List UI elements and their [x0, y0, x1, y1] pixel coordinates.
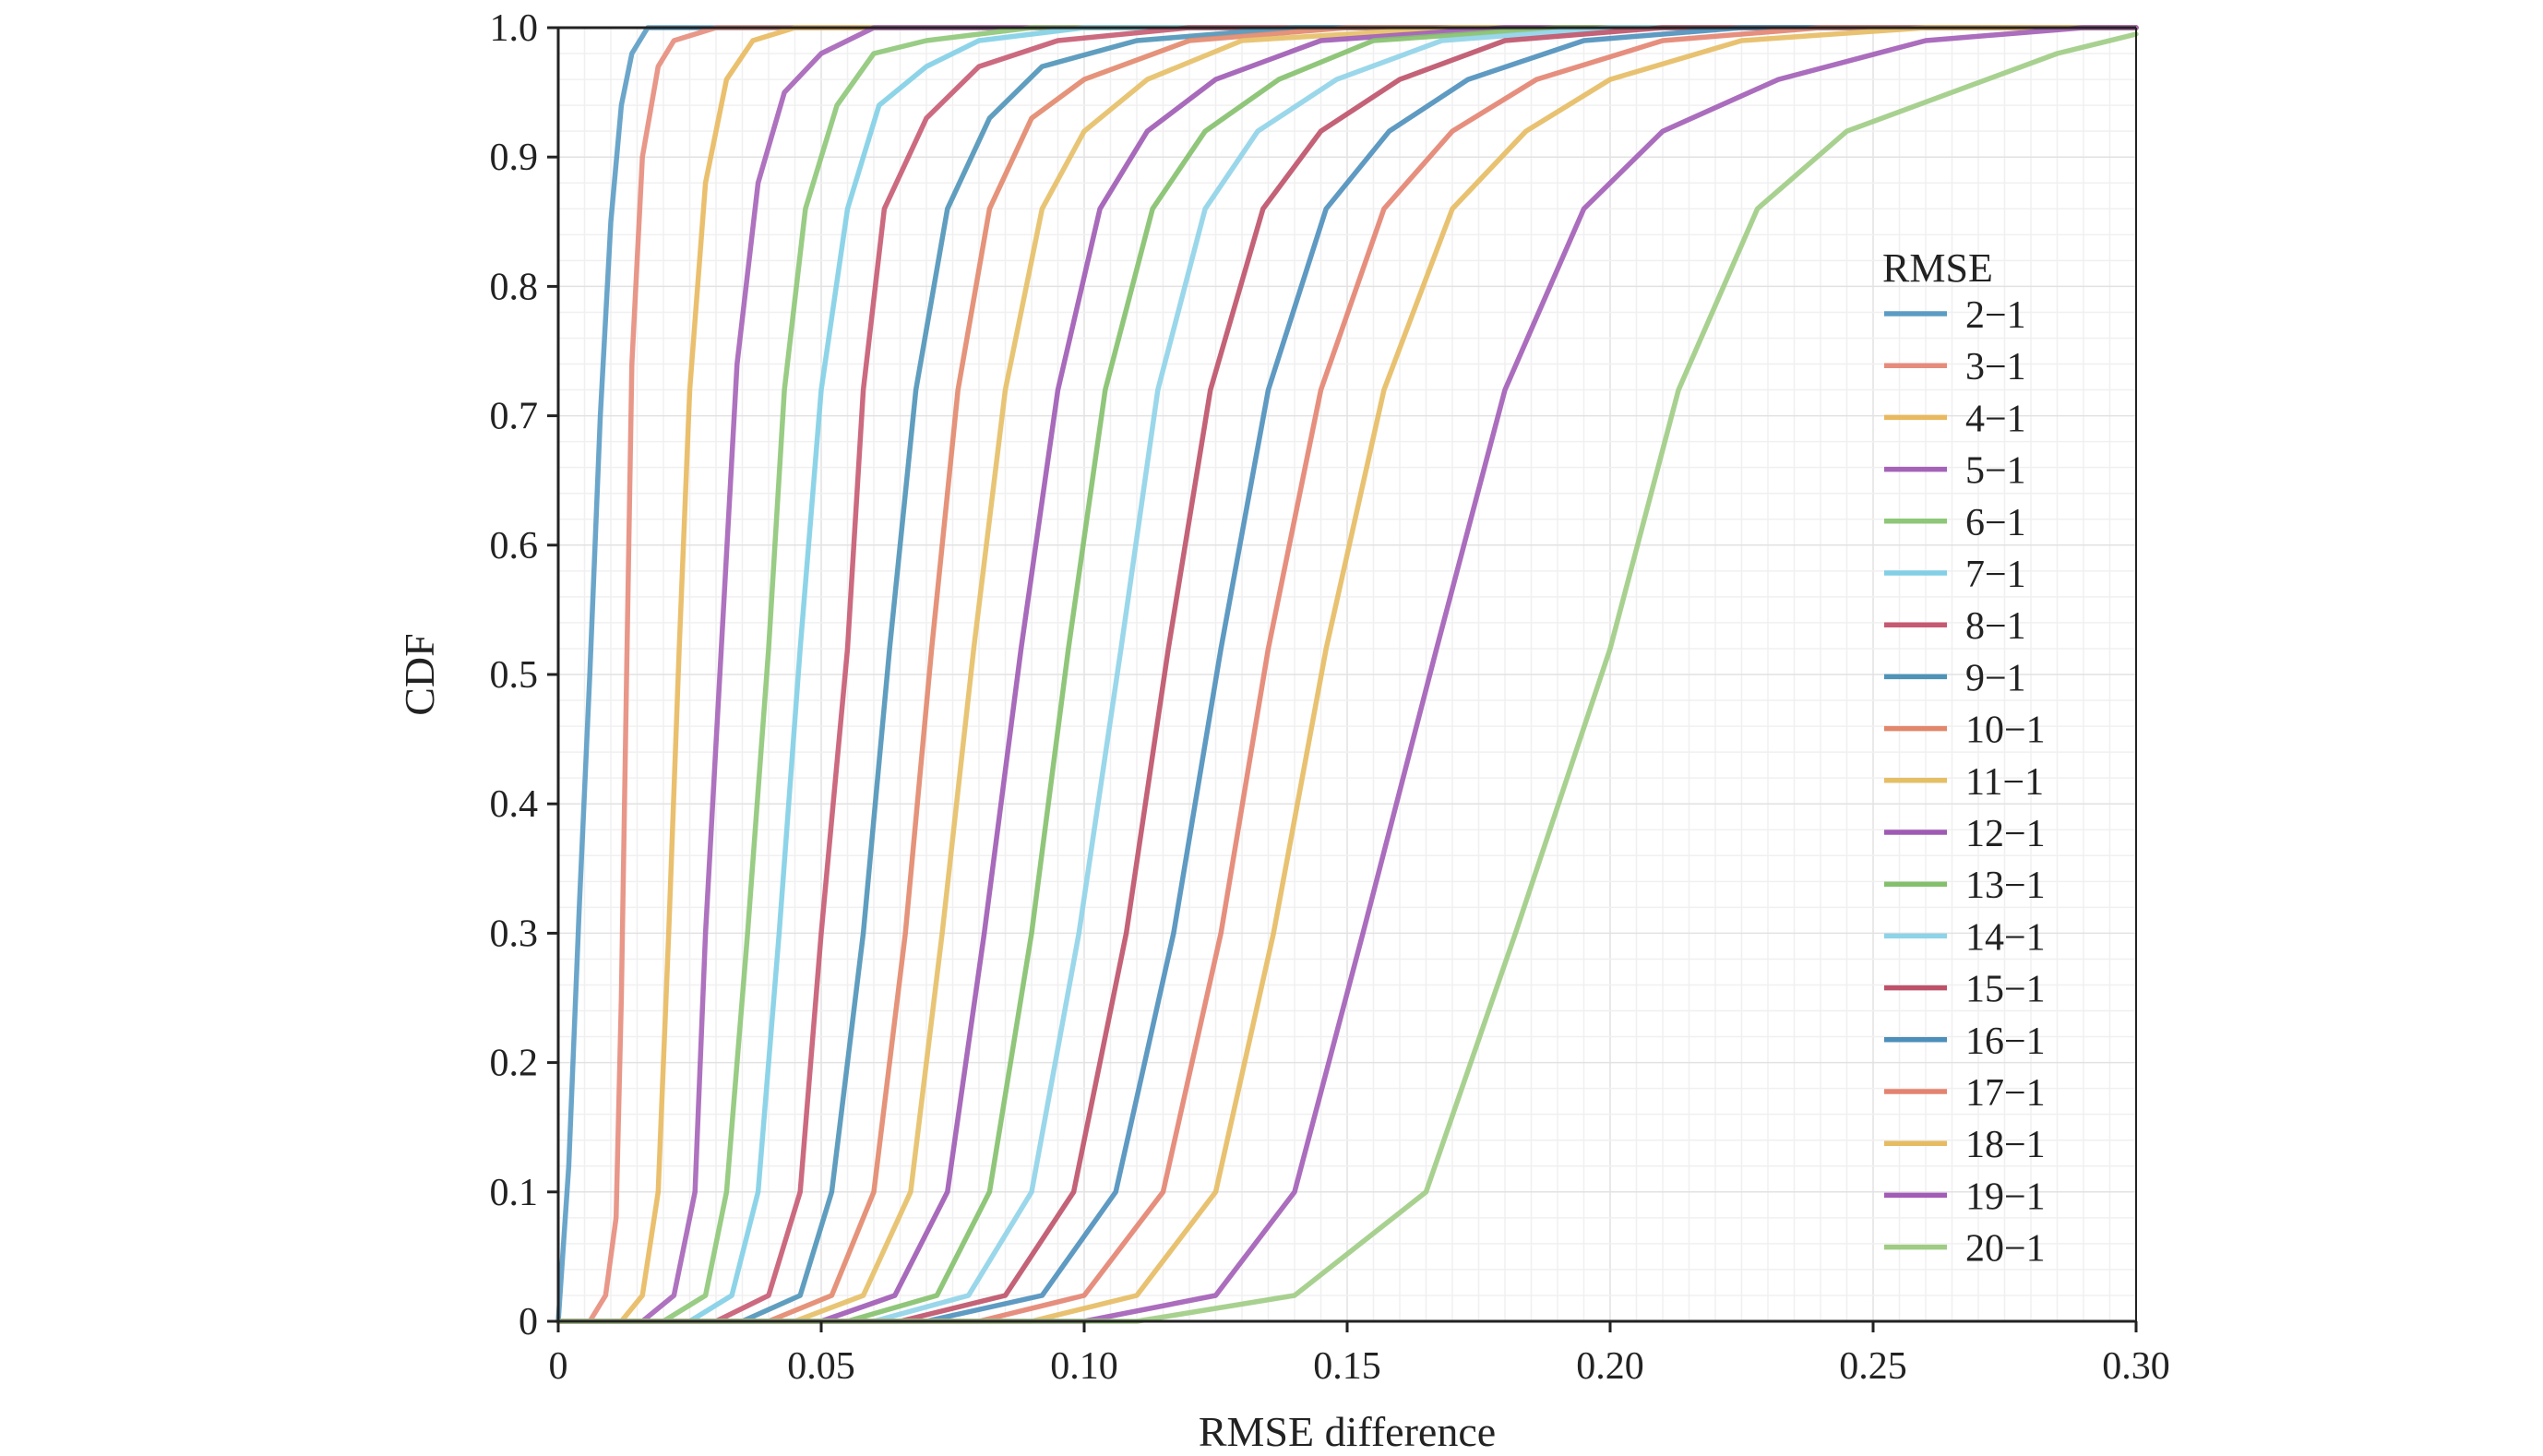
x-tick-label: 0.25 — [1839, 1345, 1907, 1388]
legend-items: 2−1 3−1 4−1 5−1 6−1 7−1 8−1 9−1 10−1 11−1 12−1 13−1… — [1884, 294, 2046, 1271]
series-line-11-1 — [555, 25, 2139, 1324]
y-tick-label: 0.4 — [490, 783, 539, 826]
x-axis-label: RMSE difference — [1199, 1408, 1496, 1455]
y-tick-label: 0.2 — [490, 1043, 539, 1085]
y-tick-label: 0.8 — [490, 266, 539, 308]
legend-label: 19−1 — [1965, 1176, 2046, 1218]
legend-label: 16−1 — [1965, 1020, 2046, 1063]
legend-label: 13−1 — [1965, 865, 2046, 907]
y-tick-label: 0.1 — [490, 1172, 539, 1214]
series-line-16-1 — [555, 25, 2139, 1324]
legend-label: 4−1 — [1965, 398, 2026, 440]
series-line-2-1 — [555, 25, 2139, 1324]
y-tick-label: 0.9 — [490, 137, 539, 179]
series-line-4-1 — [555, 25, 2139, 1324]
legend-label: 5−1 — [1965, 450, 2026, 493]
legend-label: 10−1 — [1965, 710, 2046, 752]
y-axis-label: CDF — [396, 633, 443, 715]
x-tick-label: 0.30 — [2102, 1345, 2170, 1388]
y-tick-label: 0 — [519, 1301, 538, 1343]
series-line-18-1 — [555, 25, 2139, 1324]
series-line-17-1 — [555, 25, 2139, 1324]
y-axis-ticks: 0 0.1 0.2 0.3 0.4 0.5 0.6 0.7 0.8 0.9 1.0 — [490, 7, 558, 1343]
legend-label: 11−1 — [1965, 761, 2044, 804]
x-axis-ticks: 0 0.05 0.10 0.15 0.20 0.25 0.30 — [549, 1321, 2170, 1388]
series-line-14-1 — [555, 25, 2139, 1324]
y-tick-label: 0.7 — [490, 396, 539, 438]
series-line-9-1 — [555, 25, 2139, 1324]
legend-label: 18−1 — [1965, 1124, 2046, 1166]
series-line-10-1 — [555, 25, 2139, 1324]
series-line-15-1 — [555, 25, 2139, 1324]
y-tick-label: 0.6 — [490, 525, 539, 567]
series-line-19-1 — [555, 25, 2139, 1324]
series-line-3-1 — [555, 25, 2139, 1324]
x-tick-label: 0.10 — [1050, 1345, 1118, 1388]
series-line-7-1 — [555, 25, 2139, 1324]
x-tick-label: 0.20 — [1576, 1345, 1644, 1388]
series-line-6-1 — [555, 25, 2139, 1324]
x-tick-label: 0 — [549, 1345, 568, 1388]
x-tick-label: 0.15 — [1313, 1345, 1381, 1388]
legend-label: 7−1 — [1965, 554, 2026, 596]
legend-label: 15−1 — [1965, 969, 2046, 1011]
series-line-8-1 — [555, 25, 2139, 1324]
series-line-13-1 — [555, 25, 2139, 1324]
legend-label: 14−1 — [1965, 916, 2046, 959]
legend: RMSE 2−1 3−1 4−1 5−1 6−1 7−1 8−1 9−1 10−1 11−1 12−… — [1882, 245, 2046, 1271]
series-line-12-1 — [555, 25, 2139, 1324]
legend-label: 8−1 — [1965, 605, 2026, 648]
legend-label: 17−1 — [1965, 1072, 2046, 1115]
legend-label: 3−1 — [1965, 346, 2026, 388]
y-tick-label: 0.3 — [490, 913, 539, 955]
series-line-20-1 — [555, 31, 2139, 1324]
legend-title: RMSE — [1882, 245, 1993, 291]
x-tick-label: 0.05 — [787, 1345, 855, 1388]
legend-label: 2−1 — [1965, 294, 2026, 337]
legend-label: 9−1 — [1965, 657, 2026, 699]
legend-label: 6−1 — [1965, 502, 2026, 544]
legend-label: 20−1 — [1965, 1228, 2046, 1271]
y-tick-label: 0.5 — [490, 654, 539, 697]
legend-label: 12−1 — [1965, 813, 2046, 855]
y-tick-label: 1.0 — [490, 7, 539, 50]
series-lines — [555, 25, 2139, 1324]
series-line-5-1 — [555, 25, 2139, 1324]
